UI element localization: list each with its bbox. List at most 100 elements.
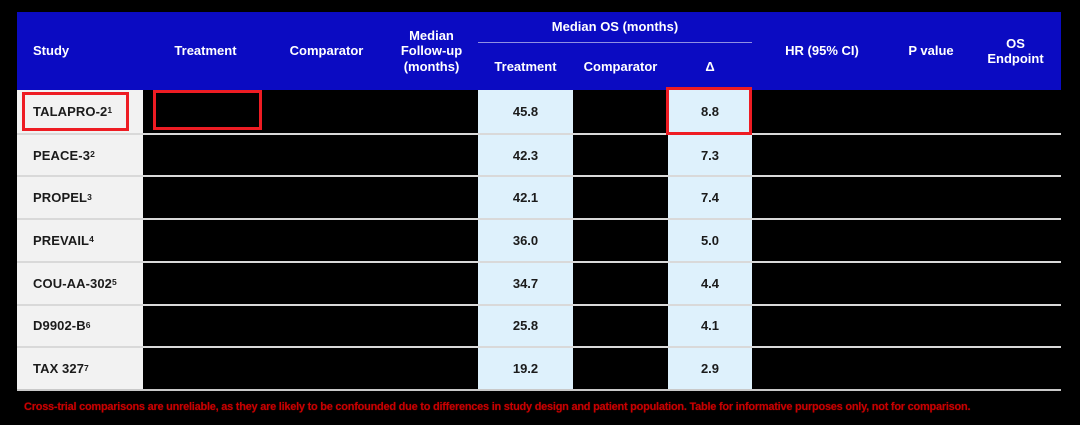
redacted-treatment-cell	[143, 348, 268, 389]
os-treatment-cell: 36.0	[478, 220, 573, 261]
os-delta-cell: 4.1	[668, 305, 752, 347]
os-delta-cell: 7.3	[668, 134, 752, 176]
header-p-value: P value	[908, 43, 954, 59]
redacted-hr-cell	[752, 262, 892, 304]
redacted-treatment-cell	[143, 177, 268, 219]
header-os-delta: Δ	[705, 58, 715, 74]
study-reference: 4	[89, 234, 94, 245]
study-name: COU-AA-302	[33, 275, 113, 291]
os-delta-cell: 8.8	[668, 90, 752, 133]
highlight-box-treatment	[153, 90, 262, 130]
study-cell: PEACE-3 2	[17, 134, 143, 176]
os-treatment-cell: 19.2	[478, 348, 573, 389]
table-row-prevail: PREVAIL 4 36.0 5.0	[17, 218, 1061, 261]
redacted-hr-cell	[752, 134, 892, 176]
redacted-comparator-cell	[268, 134, 385, 176]
comparison-table: Study Treatment Comparator Median Follow…	[17, 12, 1061, 391]
study-cell: TAX 327 7	[17, 348, 143, 389]
os-delta-cell: 7.4	[668, 177, 752, 219]
header-comparator: Comparator	[289, 43, 364, 59]
header-os-treatment: Treatment	[494, 58, 557, 74]
redacted-endpoint-cell	[970, 134, 1061, 176]
study-reference: 5	[112, 277, 117, 288]
redacted-treatment-cell	[143, 220, 268, 261]
study-name: TAX 327	[33, 361, 85, 377]
study-cell: D9902-B 6	[17, 305, 143, 347]
study-reference: 7	[84, 362, 89, 373]
table-row-tax-327: TAX 327 7 19.2 2.9	[17, 346, 1061, 389]
redacted-os-comparator-cell	[573, 177, 668, 219]
redacted-endpoint-cell	[970, 262, 1061, 304]
os-delta-cell: 5.0	[668, 220, 752, 261]
table-body: TALAPRO-2 1 45.8 8.8 PEACE-3 2 42.3 7.3	[17, 90, 1061, 391]
study-reference: 6	[85, 319, 91, 330]
redacted-comparator-cell	[268, 220, 385, 261]
redacted-endpoint-cell	[970, 90, 1061, 133]
redacted-pvalue-cell	[892, 177, 970, 219]
header-os-endpoint: OS Endpoint	[987, 35, 1044, 66]
study-name: PROPEL	[33, 190, 88, 206]
redacted-comparator-cell	[268, 177, 385, 219]
redacted-pvalue-cell	[892, 134, 970, 176]
redacted-followup-cell	[385, 305, 478, 347]
redacted-treatment-cell	[143, 134, 268, 176]
header-study: Study	[33, 43, 70, 59]
study-name: PEACE-3	[33, 147, 91, 163]
redacted-os-comparator-cell	[573, 220, 668, 261]
study-cell: PROPEL 3	[17, 177, 143, 219]
redacted-comparator-cell	[268, 348, 385, 389]
redacted-endpoint-cell	[970, 305, 1061, 347]
table-row-d9902-b: D9902-B 6 25.8 4.1	[17, 303, 1061, 347]
redacted-endpoint-cell	[970, 348, 1061, 389]
table-header: Study Treatment Comparator Median Follow…	[17, 12, 1061, 90]
highlight-box-study-talapro2	[22, 92, 129, 131]
os-treatment-cell: 42.3	[478, 134, 573, 176]
os-treatment-cell: 34.7	[478, 262, 573, 304]
redacted-os-comparator-cell	[573, 90, 668, 133]
redacted-hr-cell	[752, 348, 892, 389]
header-os-comparator: Comparator	[583, 58, 658, 74]
redacted-followup-cell	[385, 262, 478, 304]
os-treatment-cell: 45.8	[478, 90, 573, 133]
os-delta-cell: 2.9	[668, 348, 752, 389]
redacted-pvalue-cell	[892, 220, 970, 261]
study-cell: TALAPRO-2 1	[17, 90, 143, 133]
study-cell: COU-AA-302 5	[17, 262, 143, 304]
study-reference: 2	[90, 149, 95, 160]
redacted-pvalue-cell	[892, 305, 970, 347]
redacted-pvalue-cell	[892, 348, 970, 389]
study-reference: 3	[87, 191, 92, 202]
study-name: D9902-B	[33, 318, 86, 334]
redacted-followup-cell	[385, 134, 478, 176]
redacted-endpoint-cell	[970, 177, 1061, 219]
table-row-peace-3: PEACE-3 2 42.3 7.3	[17, 132, 1061, 176]
header-hr-ci: HR (95% CI)	[785, 43, 859, 59]
redacted-os-comparator-cell	[573, 348, 668, 389]
redacted-os-comparator-cell	[573, 134, 668, 176]
table-row-talapro-2: TALAPRO-2 1 45.8 8.8	[17, 90, 1061, 133]
redacted-hr-cell	[752, 305, 892, 347]
study-name: TALAPRO-2	[33, 103, 108, 119]
redacted-hr-cell	[752, 90, 892, 133]
redacted-os-comparator-cell	[573, 305, 668, 347]
cross-trial-disclaimer: Cross-trial comparisons are unreliable, …	[24, 401, 971, 413]
table-row-propel: PROPEL 3 42.1 7.4	[17, 175, 1061, 219]
highlight-box-os-delta	[666, 87, 752, 135]
redacted-endpoint-cell	[970, 220, 1061, 261]
redacted-followup-cell	[385, 348, 478, 389]
redacted-hr-cell	[752, 177, 892, 219]
os-treatment-cell: 42.1	[478, 177, 573, 219]
os-treatment-cell: 25.8	[478, 305, 573, 347]
redacted-followup-cell	[385, 177, 478, 219]
redacted-comparator-cell	[268, 262, 385, 304]
redacted-treatment-cell	[143, 90, 268, 133]
study-reference: 1	[107, 105, 113, 116]
study-name: PREVAIL	[33, 232, 90, 248]
header-treatment: Treatment	[174, 43, 237, 59]
study-cell: PREVAIL 4	[17, 220, 143, 261]
redacted-hr-cell	[752, 220, 892, 261]
redacted-comparator-cell	[268, 90, 385, 133]
redacted-followup-cell	[385, 220, 478, 261]
os-delta-cell: 4.4	[668, 262, 752, 304]
